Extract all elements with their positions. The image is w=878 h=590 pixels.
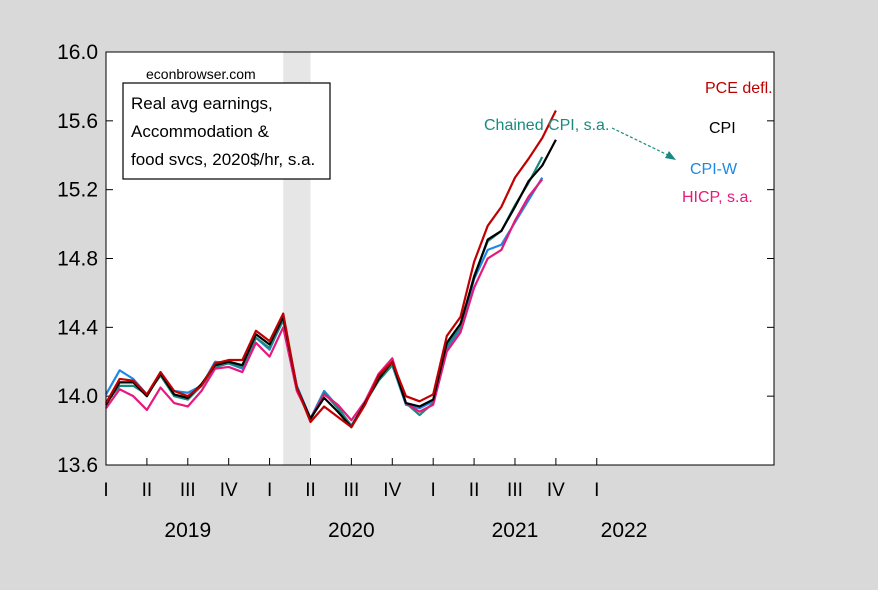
chained-cpi-arrowhead	[665, 151, 676, 160]
year-labels: 2019 2020 2021 2022	[164, 519, 647, 542]
plot-frame	[105, 51, 775, 466]
y-axis: 13.6 14.0 14.4 14.8 15.2 15.6 16.0	[57, 41, 774, 477]
x-tick-label: IV	[383, 480, 401, 501]
y-tick-label: 14.8	[57, 248, 98, 271]
x-tick-label: III	[507, 480, 523, 501]
label-pce-defl: PCE defl.	[705, 80, 773, 97]
year-label: 2020	[328, 519, 375, 542]
x-tick-label: I	[103, 480, 108, 501]
series-line-hicp-s-a	[105, 178, 544, 422]
y-tick-label: 13.6	[57, 454, 98, 477]
x-tick-label: II	[305, 480, 316, 501]
y-tick-label: 14.4	[57, 316, 98, 339]
x-tick-label: II	[142, 480, 153, 501]
series-line-cpi	[105, 139, 557, 429]
x-tick-label: I	[431, 480, 436, 501]
x-tick-label: I	[594, 480, 599, 501]
x-tick-label: II	[469, 480, 480, 501]
label-chained-cpi: Chained CPI, s.a.	[484, 117, 609, 134]
chained-cpi-arrow	[611, 127, 673, 158]
year-label: 2022	[601, 519, 648, 542]
x-tick-label: I	[267, 480, 272, 501]
label-hicp: HICP, s.a.	[682, 189, 753, 206]
year-label: 2021	[492, 519, 539, 542]
title-box	[122, 82, 331, 180]
y-tick-label: 16.0	[57, 41, 98, 64]
x-tick-label: III	[343, 480, 359, 501]
title-line-2: Accommodation &	[131, 122, 270, 141]
series-line-pce-defl	[105, 110, 557, 429]
x-tick-label: IV	[547, 480, 565, 501]
label-cpi-w: CPI-W	[690, 161, 738, 178]
x-axis: I II III IV I II III IV I II III IV I	[103, 458, 599, 501]
source-label: econbrowser.com	[146, 66, 256, 82]
title-line-3: food svcs, 2020$/hr, s.a.	[131, 150, 315, 169]
label-cpi: CPI	[709, 120, 736, 137]
year-label: 2019	[164, 519, 211, 542]
series-lines	[105, 110, 557, 429]
x-tick-label: IV	[220, 480, 238, 501]
title-line-1: Real avg earnings,	[131, 94, 273, 113]
y-tick-label: 15.6	[57, 110, 98, 133]
y-tick-label: 14.0	[57, 385, 98, 408]
y-tick-label: 15.2	[57, 179, 98, 202]
x-tick-label: III	[180, 480, 196, 501]
